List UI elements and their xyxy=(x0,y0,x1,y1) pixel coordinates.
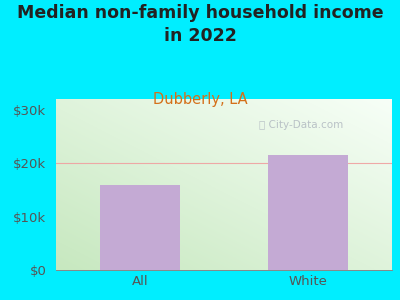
Text: ⓘ City-Data.com: ⓘ City-Data.com xyxy=(259,119,344,130)
Bar xyxy=(268,155,348,270)
Text: Median non-family household income
in 2022: Median non-family household income in 20… xyxy=(17,4,383,45)
Bar xyxy=(100,184,180,270)
Text: Dubberly, LA: Dubberly, LA xyxy=(153,92,247,106)
